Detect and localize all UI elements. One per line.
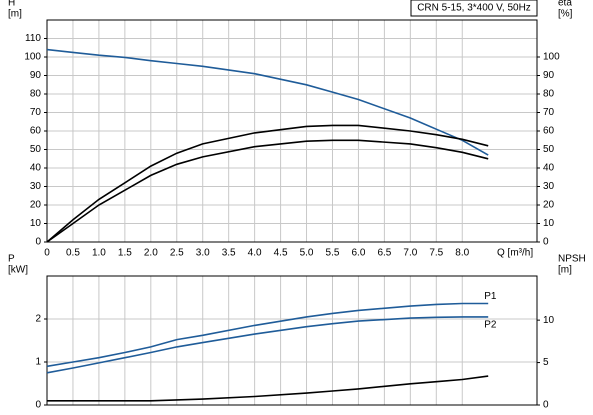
x-tick-label: 0.5 [66, 248, 80, 259]
plot-frame [46, 19, 538, 243]
title-box [410, 0, 538, 17]
x-tick-label: 6.5 [377, 248, 391, 259]
y2-tick-label: 40 [543, 163, 555, 174]
y2-axis-label: eta [558, 0, 572, 9]
x-tick-label: 3.0 [196, 248, 210, 259]
series-label: P2 [484, 319, 497, 330]
series-label: P1 [484, 291, 497, 302]
y-tick-label: 30 [30, 181, 42, 192]
x-axis-label: Q [m³/h] [497, 248, 533, 259]
y-tick-label: 0 [35, 237, 41, 248]
x-tick-label: 7.0 [403, 248, 417, 259]
y2-tick-label: 60 [543, 126, 555, 137]
y-axis-label: P [8, 254, 15, 265]
y2-axis-label: NPSH [558, 254, 586, 265]
y2-tick-label: 80 [543, 89, 555, 100]
x-tick-label: 7.5 [429, 248, 443, 259]
y2-axis-label: [m] [558, 265, 572, 276]
y2-tick-label: 100 [543, 52, 560, 63]
y-tick-label: 1 [35, 357, 41, 368]
series-line [46, 124, 489, 243]
y-tick-label: 80 [30, 89, 42, 100]
x-tick-label: 6.0 [351, 248, 365, 259]
y-tick-label: 50 [30, 144, 42, 155]
x-tick-label: 2.5 [170, 248, 184, 259]
series-line [47, 375, 489, 402]
y2-tick-label: 90 [543, 70, 555, 81]
series-line [46, 302, 489, 368]
plot-frame [46, 275, 538, 406]
y2-tick-label: 50 [543, 144, 555, 155]
y-axis-label: [kW] [8, 265, 28, 276]
y2-tick-label: 30 [543, 181, 555, 192]
y-tick-label: 0 [35, 400, 41, 411]
y-axis-label: [m] [8, 9, 22, 20]
series-line [46, 139, 489, 243]
y-tick-label: 20 [30, 200, 42, 211]
y-axis-label: H [8, 0, 15, 9]
x-tick-label: 0 [44, 248, 50, 259]
x-tick-label: 4.0 [248, 248, 262, 259]
x-tick-label: 3.5 [222, 248, 236, 259]
y2-tick-label: 70 [543, 107, 555, 118]
y2-tick-label: 0 [543, 237, 549, 248]
y-tick-label: 90 [30, 70, 42, 81]
chart-title: CRN 5-15, 3*400 V, 50Hz [417, 3, 531, 14]
x-tick-label: 1.0 [92, 248, 106, 259]
series-line [46, 316, 489, 374]
y2-tick-label: 20 [543, 200, 555, 211]
y-tick-label: 100 [24, 52, 41, 63]
x-tick-label: 2.0 [144, 248, 158, 259]
y2-tick-label: 10 [543, 218, 555, 229]
y-tick-label: 2 [35, 314, 41, 325]
y2-tick-label: 10 [543, 315, 555, 326]
x-tick-label: 4.5 [274, 248, 288, 259]
y-tick-label: 110 [25, 33, 41, 44]
x-tick-label: 5.5 [326, 248, 340, 259]
y-tick-label: 60 [30, 126, 42, 137]
y-tick-label: 40 [30, 163, 42, 174]
y2-tick-label: 0 [543, 400, 549, 411]
x-tick-label: 8.0 [455, 248, 469, 259]
y2-axis-label: [%] [558, 9, 573, 20]
y2-tick-label: 5 [543, 357, 549, 368]
series-line [46, 48, 489, 156]
x-tick-label: 1.5 [118, 248, 132, 259]
y-tick-label: 70 [30, 107, 42, 118]
y-tick-label: 10 [30, 218, 42, 229]
x-tick-label: 5.0 [300, 248, 314, 259]
